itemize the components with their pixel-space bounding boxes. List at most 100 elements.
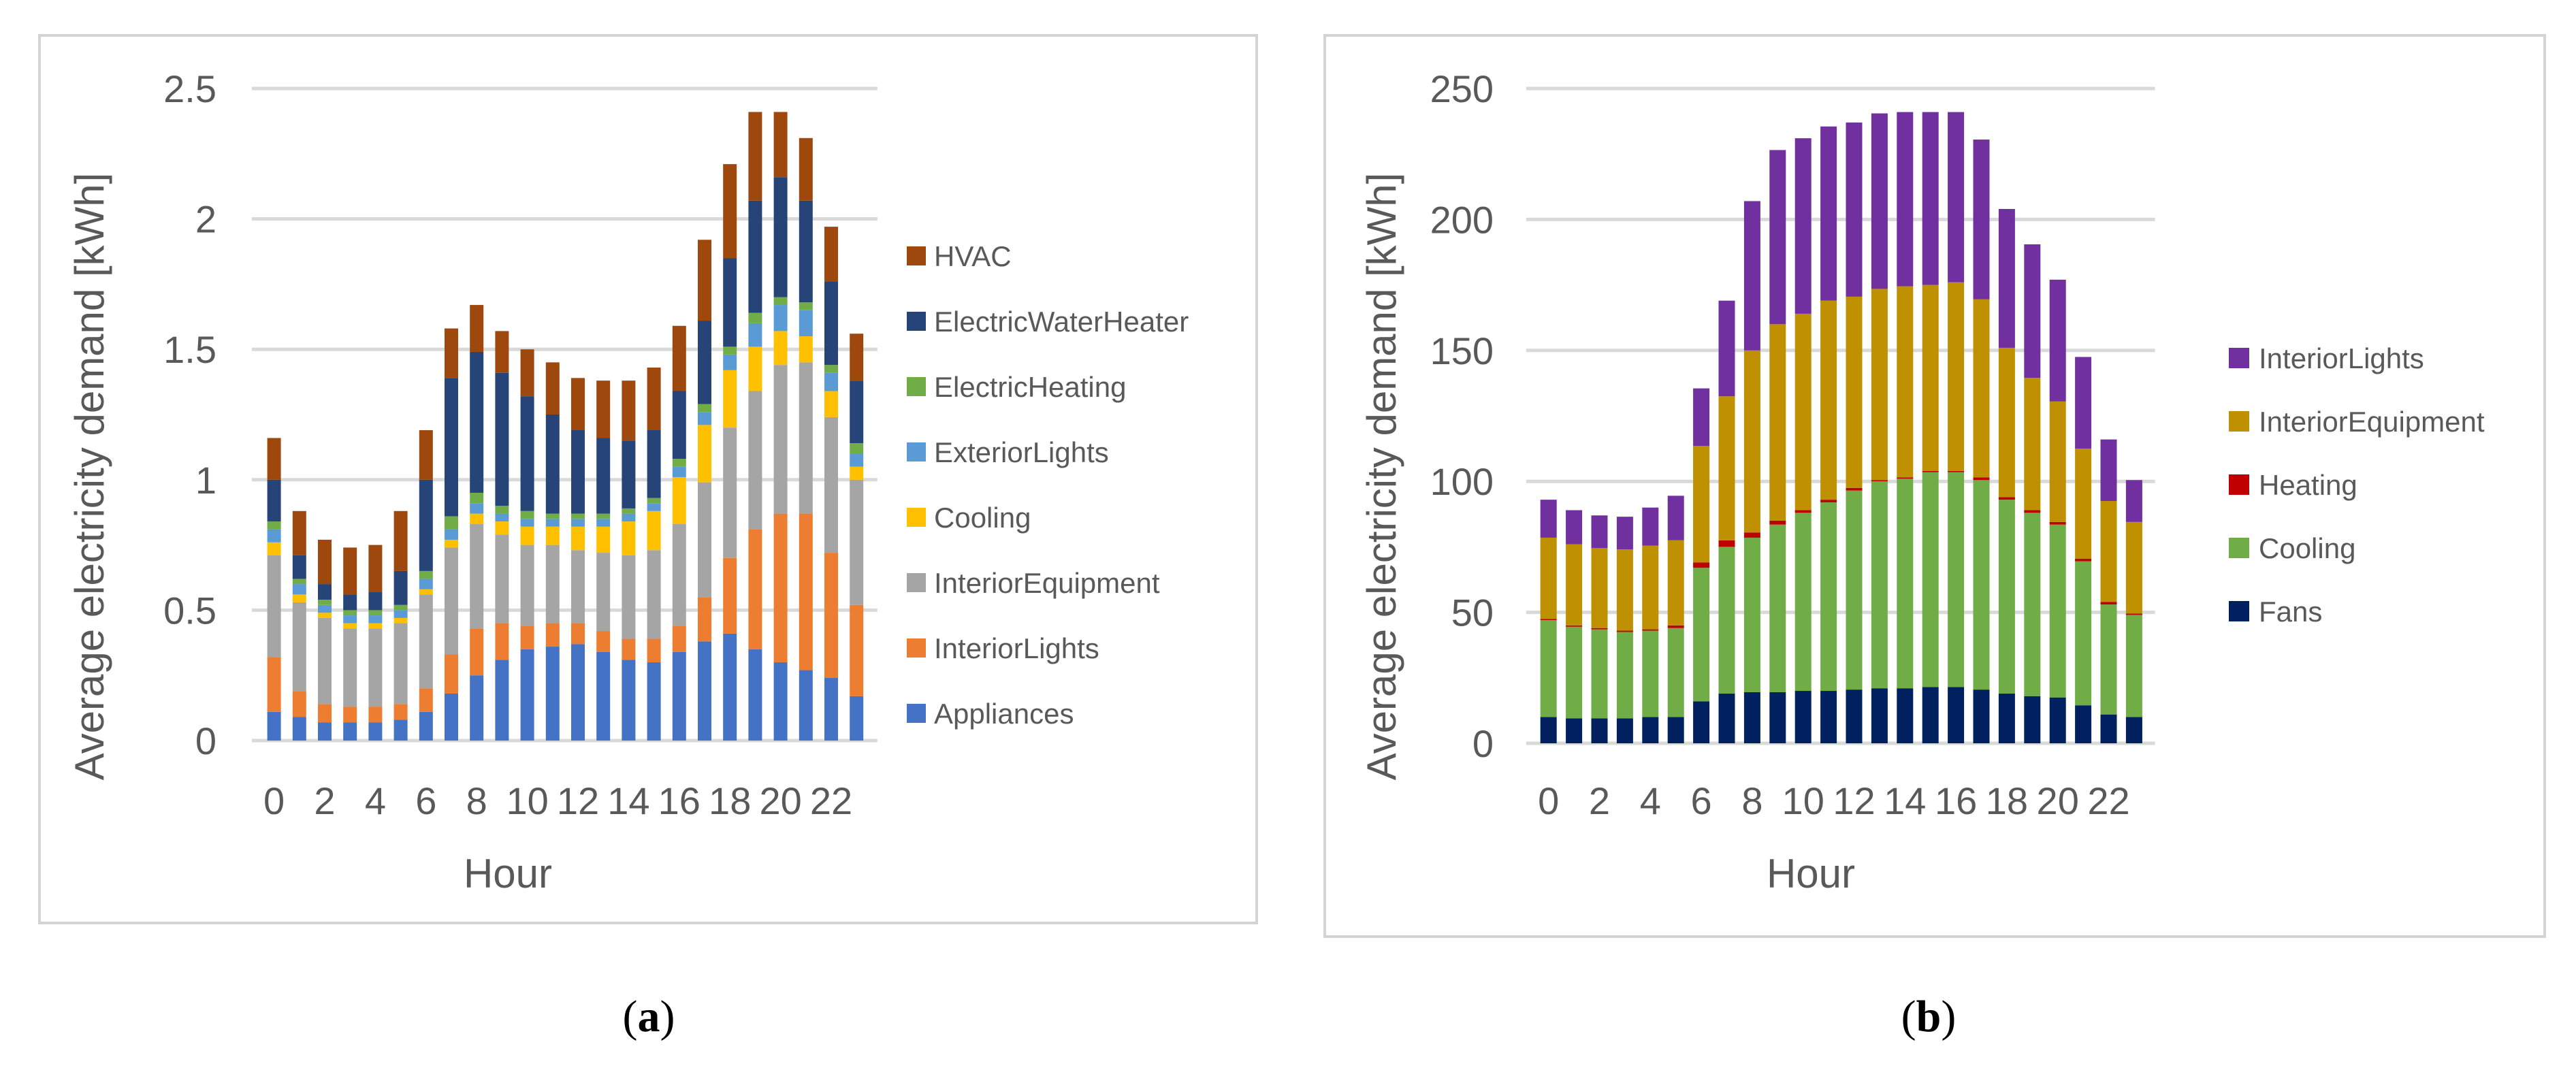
bar-segment-interiorequipment	[545, 545, 560, 623]
bar-segment-heating	[1693, 562, 1710, 568]
bar-segment-cooling	[2075, 561, 2092, 706]
bar-segment-appliances	[393, 719, 408, 741]
y-tick-label: 1	[195, 459, 216, 502]
bar-segment-cooling	[1769, 524, 1786, 692]
bar-segment-interiorequipment	[1871, 289, 1888, 481]
bar-segment-interiorequipment	[2125, 521, 2142, 614]
legend-label: ElectricWaterHeater	[934, 306, 1189, 338]
bar-segment-cooling	[1693, 568, 1710, 702]
legend-label: InteriorLights	[2259, 342, 2424, 374]
bar-segment-interiorlights	[2075, 357, 2092, 449]
bar-segment-interiorlights	[520, 626, 534, 649]
bar-segment-cooling	[267, 542, 281, 555]
bar-segment-interiorlights	[445, 654, 458, 694]
chart-b-x-ticks: 0 2 4 6 8 10 12 14 16 18 20 22	[1538, 779, 2130, 822]
x-tick-label: 22	[2087, 779, 2129, 822]
bar-segment-interiorequipment	[1998, 347, 2015, 498]
caption-a-letter: a	[638, 992, 660, 1041]
bar-segment-interiorlights	[1642, 507, 1659, 546]
bar-segment-interiorequipment	[445, 547, 458, 655]
bar-segment-cooling	[596, 526, 611, 553]
bar-segment-heating	[1667, 625, 1684, 628]
bar-segment-interiorlights	[292, 691, 306, 717]
bar-segment-interiorlights	[368, 707, 383, 723]
legend-label: Appliances	[934, 698, 1074, 730]
bar-segment-interiorlights	[596, 631, 611, 652]
bar-segment-interiorlights	[1820, 126, 1837, 301]
x-tick-label: 6	[415, 779, 436, 822]
chart-b-bars	[1540, 112, 2142, 743]
bar-segment-hvac	[571, 378, 585, 430]
bar-segment-interiorlights	[1769, 150, 1786, 325]
bar-segment-interiorequipment	[799, 362, 813, 514]
x-tick-label: 12	[557, 779, 599, 822]
bar-segment-interiorequipment	[1820, 300, 1837, 500]
bar-segment-appliances	[267, 711, 281, 741]
bar-segment-interiorlights	[1616, 517, 1633, 550]
bar-segment-cooling	[2049, 524, 2066, 698]
bar-segment-electricwaterheater	[698, 321, 711, 404]
legend-swatch	[907, 704, 926, 723]
x-tick-label: 0	[1538, 779, 1559, 822]
bar-segment-cooling	[318, 613, 332, 618]
bar-segment-exteriorlights	[267, 529, 281, 542]
bar-segment-interiorequipment	[698, 482, 711, 598]
bar-segment-exteriorlights	[571, 519, 585, 527]
bar-segment-cooling	[571, 526, 585, 551]
bar-segment-interiorlights	[1998, 209, 2015, 348]
bar-segment-cooling	[1846, 490, 1863, 690]
x-tick-label: 4	[1640, 779, 1661, 822]
bar-segment-exteriorlights	[343, 615, 357, 623]
bar-segment-hvac	[672, 325, 686, 391]
bar-segment-cooling	[495, 521, 509, 535]
x-tick-label: 8	[466, 779, 487, 822]
x-tick-label: 10	[1782, 779, 1824, 822]
bar-segment-electricwaterheater	[267, 479, 281, 522]
y-tick-label: 100	[1430, 460, 1494, 503]
legend-swatch	[2229, 348, 2249, 368]
y-tick-label: 2	[195, 198, 216, 241]
bar-segment-cooling	[748, 346, 762, 391]
bar-segment-interiorequipment	[1566, 544, 1583, 626]
bar-segment-cooling	[470, 513, 484, 524]
bar-segment-interiorequipment	[1693, 446, 1710, 563]
bar-segment-cooling	[2024, 513, 2041, 696]
bar-segment-heating	[1973, 477, 1990, 481]
bar-segment-interiorlights	[343, 707, 357, 723]
bar-segment-exteriorlights	[318, 604, 332, 613]
bar-segment-cooling	[419, 589, 433, 595]
x-tick-label: 2	[1589, 779, 1610, 822]
bar-segment-interiorequipment	[1591, 548, 1608, 628]
bar-segment-interiorequipment	[1922, 285, 1939, 471]
x-tick-label: 18	[709, 779, 751, 822]
y-tick-label: 0	[1472, 722, 1494, 765]
bar-segment-fans	[1973, 690, 1990, 743]
bar-segment-heating	[1922, 470, 1939, 472]
bar-segment-electricwaterheater	[824, 281, 838, 366]
bar-segment-hvac	[520, 349, 534, 397]
bar-segment-interiorlights	[1718, 300, 1735, 397]
bar-segment-electricheating	[495, 506, 509, 514]
y-tick-label: 0	[195, 719, 216, 762]
bar-segment-cooling	[1922, 472, 1939, 687]
bar-segment-interiorequipment	[520, 545, 534, 626]
caption-b-letter: b	[1916, 992, 1942, 1041]
bar-segment-fans	[1794, 691, 1812, 743]
bar-segment-cooling	[1566, 626, 1583, 719]
bar-segment-electricwaterheater	[368, 591, 383, 611]
bar-segment-appliances	[495, 660, 509, 741]
x-tick-label: 8	[1741, 779, 1762, 822]
chart-a-bars	[267, 112, 864, 741]
bar-segment-cooling	[672, 476, 686, 524]
bar-segment-interiorlights	[419, 688, 433, 712]
bar-segment-interiorlights	[1566, 510, 1583, 545]
bar-segment-fans	[2100, 714, 2117, 743]
bar-segment-electricwaterheater	[672, 391, 686, 459]
bar-segment-hvac	[495, 331, 509, 373]
bar-segment-interiorlights	[1667, 496, 1684, 540]
y-tick-label: 1.5	[163, 328, 216, 371]
bar-segment-interiorlights	[470, 628, 484, 676]
bar-segment-exteriorlights	[799, 310, 813, 337]
bar-segment-hvac	[267, 438, 281, 480]
bar-segment-electricheating	[393, 604, 408, 611]
